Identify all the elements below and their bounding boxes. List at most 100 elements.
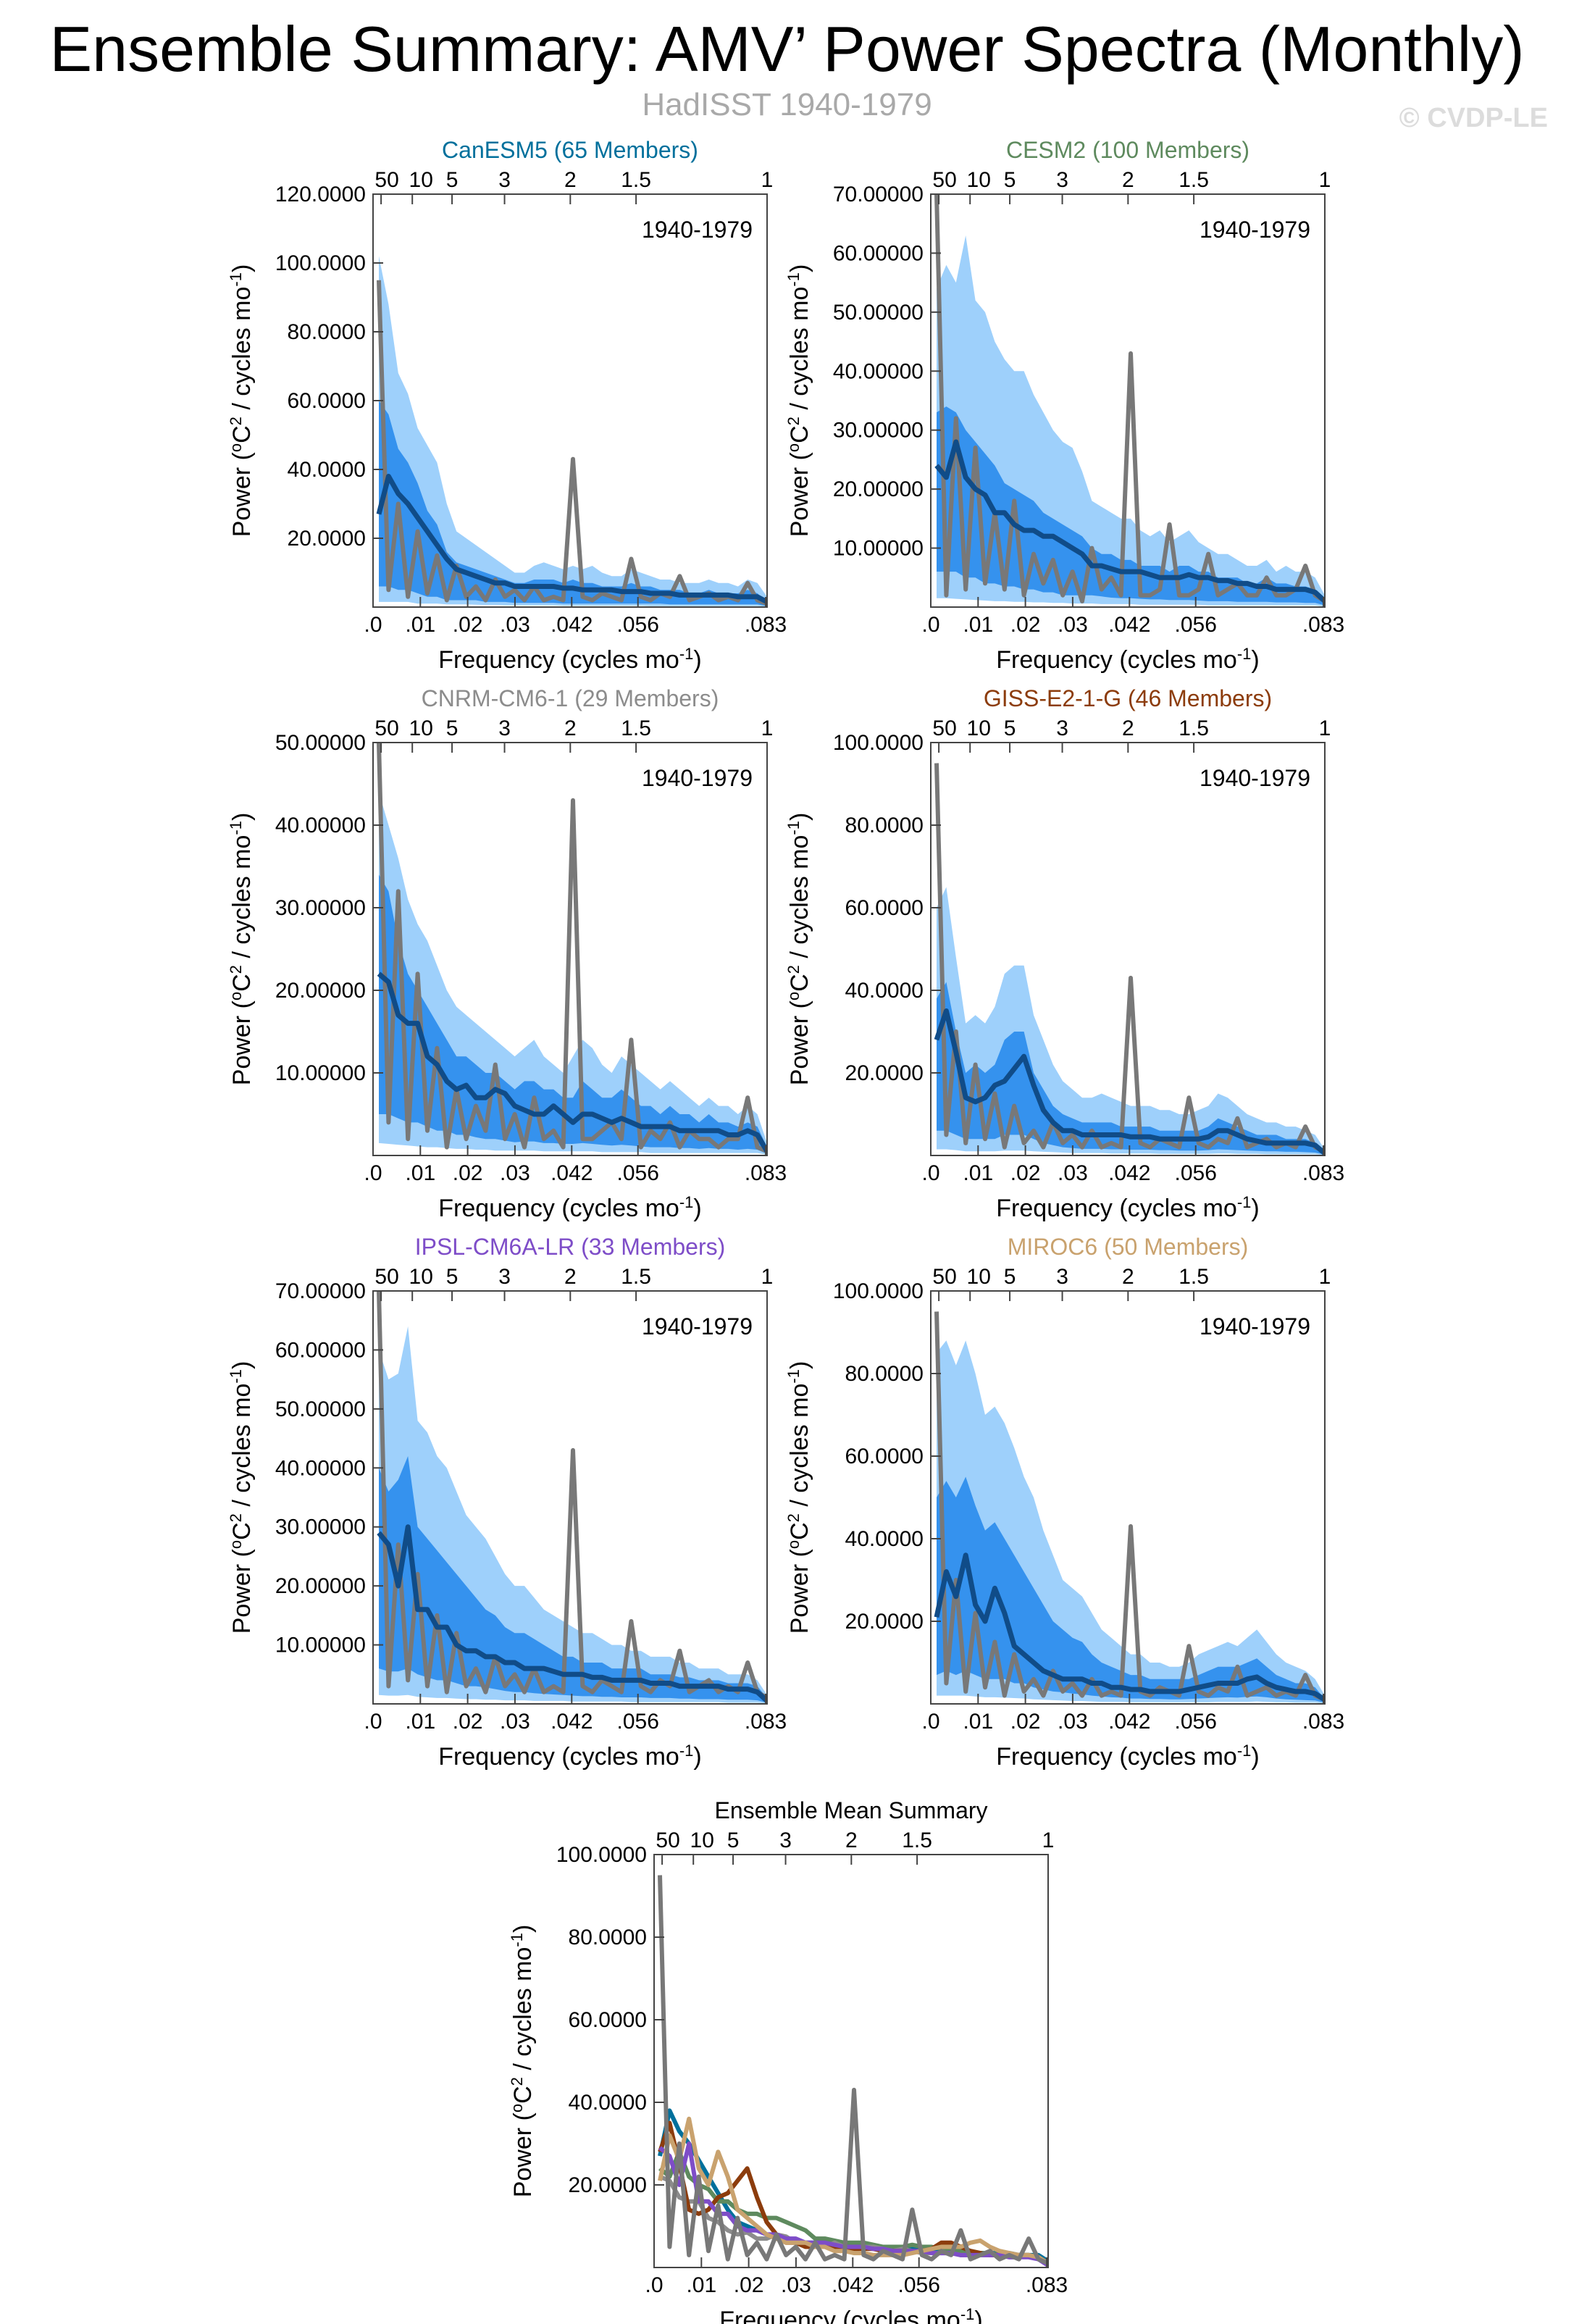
panel-5-ytick-label: 60.00000	[275, 1338, 366, 1362]
panel-6-ensemble-mean-line	[934, 1552, 1325, 1702]
panel-4-period-label: 3	[1056, 716, 1068, 740]
panel-2-ylabel: Power (oC2 / cycles mo-1)	[784, 264, 814, 538]
panel-3-xtick-label: .0	[364, 1161, 382, 1185]
panel-3-ytick-label: 50.00000	[275, 731, 366, 755]
summary-panel: 20.0000 40.0000 60.0000 80.0000 100.0000 .0 .0…	[508, 1797, 1068, 2324]
panel-4-xtick-label: .03	[1058, 1161, 1088, 1185]
panel-3-ytick-label: 40.00000	[275, 814, 366, 837]
panel-4-ytick-label: 20.0000	[845, 1061, 924, 1085]
panel-2-xtick-label: .0	[921, 613, 939, 637]
panel-1-xtick-label: .02	[453, 613, 483, 637]
panel-6-ytick-label: 20.0000	[845, 1610, 924, 1634]
panel-5-ytick-label: 70.00000	[275, 1279, 366, 1303]
summary-xtick-label: .056	[898, 2273, 940, 2297]
summary-period-label: 1.5	[902, 1828, 932, 1852]
panel-4-xlabel: Frequency (cycles mo-1)	[996, 1193, 1259, 1223]
panel-5-period-label: 3	[498, 1265, 511, 1289]
panel-5-ylabel: Power (oC2 / cycles mo-1)	[227, 1361, 256, 1634]
panel-2-ytick-label: 30.00000	[833, 419, 924, 443]
panel-1-ytick-label: 40.0000	[288, 458, 366, 482]
panel-3-xlabel: Frequency (cycles mo-1)	[438, 1193, 701, 1223]
summary-ytick-label: 40.0000	[569, 2091, 647, 2115]
panel-5-band-inner	[379, 1456, 767, 1703]
panel-1-plot-area	[376, 256, 767, 607]
summary-line-miroc6	[658, 2116, 1048, 2265]
panel-1-period-label: 1	[761, 168, 774, 192]
panel-1-obs-line	[377, 280, 767, 606]
panel-4-band-inner	[937, 982, 1325, 1155]
summary-period-label: 3	[779, 1828, 792, 1852]
panel-2-plot-area	[934, 194, 1325, 607]
panel-5-xlabel: Frequency (cycles mo-1)	[438, 1742, 701, 1771]
panel-3-band-inner	[379, 874, 767, 1154]
panel-6-obs-line	[934, 1311, 1325, 1702]
summary-period-label: 50	[656, 1828, 679, 1852]
panel-4-xtick-label: .01	[963, 1161, 993, 1185]
panel-5-ytick-label: 10.00000	[275, 1634, 366, 1658]
panel-1-xlabel: Frequency (cycles mo-1)	[438, 645, 701, 674]
panel-3-band-outer	[379, 792, 767, 1155]
panel-4-period-label: 1.5	[1179, 716, 1209, 740]
summary-line-hadisst	[658, 1875, 1048, 2266]
panel-3-period-label: 3	[498, 716, 511, 740]
panel-4-ylabel: Power (oC2 / cycles mo-1)	[784, 813, 814, 1086]
panel-4-xtick-label: .0	[921, 1161, 939, 1185]
panel-3-period-label: 50	[374, 716, 398, 740]
panel-3-period: 1940-1979	[642, 765, 753, 791]
panel-3-xtick-label: .03	[500, 1161, 530, 1185]
panel-3-ytick-label: 30.00000	[275, 896, 366, 920]
panel-4-ytick-label: 80.0000	[845, 814, 924, 837]
panel-3-ylabel: Power (oC2 / cycles mo-1)	[227, 813, 256, 1086]
panel-5-period-label: 5	[446, 1265, 459, 1289]
panel-1-xtick-label: .03	[500, 613, 530, 637]
panel-5-period-label: 1.5	[621, 1265, 651, 1289]
panel-2-period-label: 10	[967, 168, 991, 192]
summary-xtick-label: .03	[781, 2273, 811, 2297]
panel-6-xtick-label: .02	[1010, 1710, 1041, 1734]
panel-1-period-label: 2	[564, 168, 577, 192]
panel-2-period-label: 5	[1004, 168, 1016, 192]
panel-5-ytick-label: 20.00000	[275, 1574, 366, 1598]
panel-2-title: CESM2 (100 Members)	[1006, 137, 1249, 163]
panel-5-plot-area	[377, 1291, 767, 1704]
panel-3-period-label: 1.5	[621, 716, 651, 740]
panel-2-period-label: 1.5	[1179, 168, 1209, 192]
panel-1-xtick-label: .0	[364, 613, 382, 637]
panel-5-xtick-label: .01	[405, 1710, 435, 1734]
panel-6: 20.0000 40.0000 60.0000 80.0000 100.0000 .0 .0…	[784, 1234, 1345, 1771]
panel-2-ensemble-mean-line	[934, 439, 1325, 603]
summary-ytick-label: 100.0000	[556, 1843, 647, 1867]
panel-5-xtick-label: .083	[745, 1710, 787, 1734]
summary-ytick-label: 20.0000	[569, 2173, 647, 2197]
panel-5-title: IPSL-CM6A-LR (33 Members)	[415, 1234, 726, 1260]
panel-3-plot-area	[377, 743, 767, 1155]
summary-ylabel: Power (oC2 / cycles mo-1)	[508, 1925, 537, 2198]
panel-2-xlabel: Frequency (cycles mo-1)	[996, 645, 1259, 674]
panel-4: 20.0000 40.0000 60.0000 80.0000 100.0000 .0 .0…	[784, 685, 1345, 1222]
panel-1-xtick-label: .042	[551, 613, 593, 637]
panel-5-xtick-label: .042	[551, 1710, 593, 1734]
summary-period-label: 2	[845, 1828, 858, 1852]
panel-1-ytick-label: 100.0000	[275, 251, 366, 275]
panel-2-period-label: 2	[1122, 168, 1134, 192]
observations-subtitle: HadISST 1940-1979	[642, 87, 932, 122]
panel-3-xtick-label: .056	[617, 1161, 659, 1185]
panel-2-ytick-label: 70.00000	[833, 183, 924, 206]
summary-period-label: 5	[727, 1828, 740, 1852]
panel-4-ensemble-mean-line	[934, 1008, 1325, 1155]
panel-6-ylabel: Power (oC2 / cycles mo-1)	[784, 1361, 814, 1634]
panel-1-band-inner	[379, 401, 767, 606]
panel-6-ytick-label: 100.0000	[833, 1279, 924, 1303]
panel-1-ytick-label: 20.0000	[288, 527, 366, 551]
panel-3-ytick-label: 20.00000	[275, 979, 366, 1003]
panel-4-xtick-label: .042	[1108, 1161, 1150, 1185]
panel-5-xtick-label: .02	[453, 1710, 483, 1734]
panel-3-xtick-label: .042	[551, 1161, 593, 1185]
panel-1-title: CanESM5 (65 Members)	[442, 137, 698, 163]
panel-3-ensemble-mean-line	[377, 971, 767, 1153]
panel-6-period-label: 1	[1319, 1265, 1331, 1289]
panel-3-xtick-label: .083	[745, 1161, 787, 1185]
panel-6-xtick-label: .03	[1058, 1710, 1088, 1734]
summary-xtick-label: .042	[832, 2273, 874, 2297]
